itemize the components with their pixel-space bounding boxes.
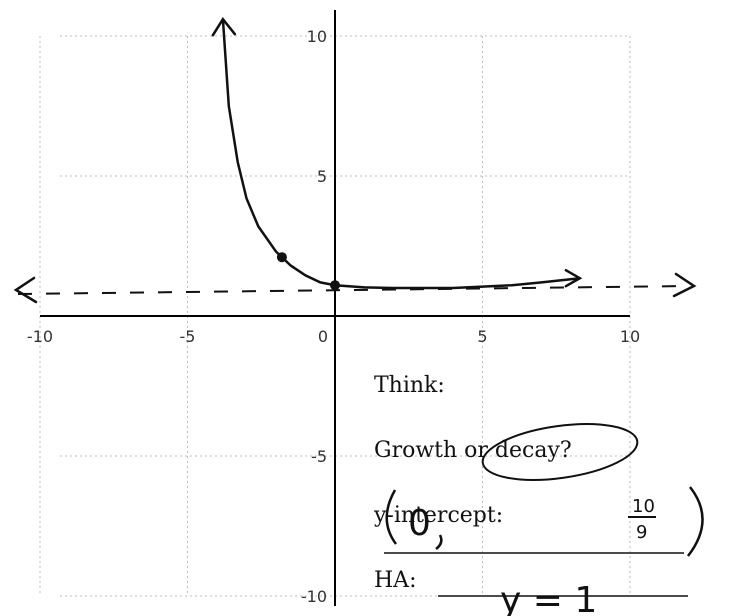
marked-points [276,252,340,291]
intercept-denominator: 9 [636,522,647,543]
x-tick-label: 5 [477,327,487,346]
y-tick-label: -5 [311,447,327,466]
marked-point [330,280,340,291]
handwritten-ha-answer: y = 1 [438,580,688,616]
tick-labels: -10 -5 0 5 10 10 5 -5 -10 [27,27,640,606]
curve-series [221,19,581,290]
x-tick-label: 10 [620,327,640,346]
y-tick-label: -10 [301,587,327,606]
think-label: Think: [374,373,445,398]
y-intercept-label: y-intercept: [374,503,504,528]
y-tick-label: 10 [307,27,327,46]
curve-right-arrow [564,268,583,288]
y-tick-label: 5 [317,167,327,186]
ha-label: HA: [374,568,417,593]
growth-decay-question: Growth or decay? [374,438,572,463]
x-tick-label: -10 [27,327,53,346]
marked-point [276,252,287,263]
intercept-x-value: 0 [408,503,431,544]
asymptote-right-arrow [672,272,697,298]
intercept-numerator: 10 [632,496,655,517]
handwritten-intercept-answer: 0 10 9 [384,486,704,557]
curve-top-arrow [211,17,237,37]
asymptote-line [17,285,691,295]
ha-answer-text: y = 1 [500,580,597,616]
arrowheads [13,17,697,304]
asymptote-left-arrow [13,276,38,304]
circled-decay-annotation [481,423,639,481]
x-tick-label: 0 [318,327,328,346]
x-tick-label: -5 [180,327,196,346]
